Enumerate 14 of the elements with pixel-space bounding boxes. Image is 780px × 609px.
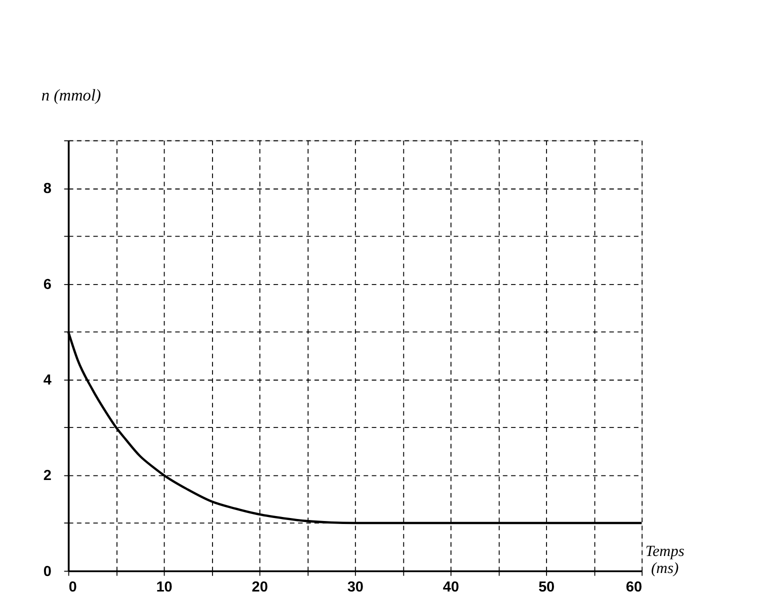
y-tick-label: 6 — [43, 276, 52, 293]
x-tick-label: 50 — [538, 579, 555, 596]
x-tick-label: 60 — [626, 579, 642, 596]
y-tick-label: 8 — [43, 181, 52, 198]
y-tick-label: 2 — [43, 468, 52, 484]
y-axis-title: n (mmol) — [41, 86, 101, 105]
x-tick-label: 0 — [68, 579, 77, 596]
x-axis-title: Temps (ms) — [645, 542, 684, 578]
y-tick-label: 4 — [43, 372, 52, 388]
x-tick-label: 40 — [442, 579, 460, 596]
x-tick-label: 20 — [252, 579, 268, 596]
x-tick-label: 30 — [347, 579, 364, 596]
y-tick-label: 0 — [43, 564, 52, 580]
x-tick-label: 10 — [156, 579, 172, 596]
